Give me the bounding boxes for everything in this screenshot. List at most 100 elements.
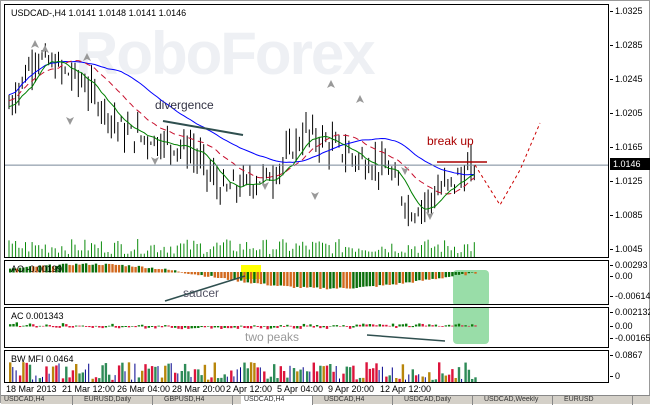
ao-bar [306,272,309,288]
ac-bar [45,324,48,327]
mfi-bar [276,378,279,382]
ao-bar [226,272,230,280]
ac-bar [385,324,388,327]
ac-bar [428,324,431,327]
ao-bar [177,271,180,273]
current-price-label: 1.0146 [610,158,650,170]
chart-tab[interactable]: USDCAD,Weekly [481,396,553,405]
chart-tab[interactable]: USDCAD,H4 [321,396,393,405]
ao-bar [42,265,45,273]
ao-bar [315,272,319,288]
ac-bar [342,325,345,327]
mfi-bar [180,370,183,382]
ao-bar [447,272,451,277]
mfi-bar [187,371,190,382]
ac-histogram [9,308,489,344]
ao-bar [114,264,117,273]
ac-bar [418,323,421,327]
fractal-down-icon [311,192,319,200]
ac-bar [131,326,134,327]
ao-bar [461,272,464,274]
ac-bar [273,326,276,328]
fractal-up-icon [31,40,39,48]
mfi-bar [273,364,276,382]
chart-tab[interactable]: USDCAD,H4 [241,396,313,405]
mfi-bar [256,367,259,382]
mfi-bar [177,373,179,382]
ac-bar [401,324,405,327]
chart-tab[interactable]: GBPUSD,H4 [161,396,233,405]
ao-bar [15,268,18,273]
mfi-bar [464,362,467,382]
ao-bar [197,272,200,276]
ac-bar [98,326,101,328]
ac-bar [375,325,378,327]
main-chart[interactable]: RoboForex USDCAD-,H4 1.0141 1.0148 1.014… [4,4,609,258]
ac-bar [203,326,207,328]
ao-bar [474,272,477,274]
ao-bar [48,264,51,273]
break-up-label: break up [427,134,474,148]
mfi-bar [55,365,58,382]
ao-bar [391,272,395,285]
ac-bar [28,323,32,327]
mfi-bar [42,376,43,382]
ao-bar [164,268,167,273]
mfi-bar [230,370,233,382]
mfi-bar [160,377,164,382]
ac-bar [38,325,42,327]
ao-bar [296,272,299,287]
ao-bar [233,272,236,280]
ac-bar [200,326,203,328]
ao-bar [438,272,441,279]
chart-tab[interactable]: USDCAD,Daily [401,396,473,405]
ac-bar [25,325,28,327]
ac-bar [302,323,306,327]
chart-tab[interactable]: EURUSD,Daily [81,396,153,405]
mfi-bar [375,363,378,382]
ac-bar [388,325,391,327]
ao-panel[interactable]: AO -0.00199 saucer [4,260,609,305]
ao-bar [329,272,332,289]
ao-bar [325,272,329,290]
ao-bar [38,265,42,273]
mfi-bar [434,379,438,382]
mfi-bar [405,379,406,382]
mfi-panel[interactable]: BW MFI 0.0464 [4,350,609,383]
ao-bar [424,272,428,280]
fractal-up-icon [41,45,49,53]
mfi-bar [263,371,266,382]
mfi-bar [365,362,368,382]
ac-bar [335,325,339,327]
chart-tab[interactable]: EURUSD [561,396,633,405]
ac-panel[interactable]: AC 0.001343 two peaks [4,307,609,348]
mfi-bar [279,366,282,382]
ao-bar [309,272,312,288]
ao-bar [220,272,223,278]
ac-bar [243,326,246,328]
ao-bar [319,272,322,289]
ac-bar [35,326,38,328]
mfi-bar [332,371,335,382]
mfi-bar [471,378,474,382]
ao-bar [411,272,414,283]
mfi-bar [48,373,50,382]
mfi-bar [454,377,457,382]
ao-bar [32,266,35,273]
ac-bar [431,325,434,327]
mfi-bar [134,363,136,382]
chart-tab[interactable]: USDCAD,H4 [1,396,73,405]
ac-bar [474,325,477,327]
ao-bar [348,272,352,289]
mfi-bar [322,366,325,382]
ac-bar [289,325,292,327]
ao-bar [289,272,292,287]
saucer-line [164,275,246,302]
mfi-bar [345,366,348,382]
mfi-bar [75,363,78,382]
ao-bar [68,264,71,273]
ao-bar [108,263,111,273]
ac-bar [457,323,461,327]
time-label: 12 Apr 12:00 [380,384,432,394]
ao-bar [88,264,91,273]
